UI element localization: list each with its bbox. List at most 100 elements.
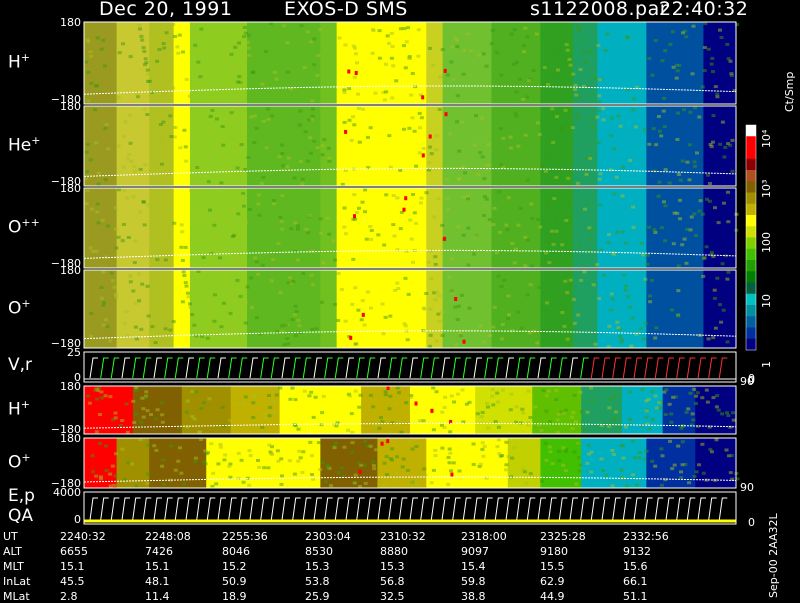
spectrogram-speckle xyxy=(609,134,614,138)
sweep-mark xyxy=(110,497,120,521)
colorbar-segment xyxy=(746,293,756,306)
spectrogram-speckle xyxy=(110,279,115,283)
spectrogram-speckle xyxy=(663,204,668,208)
spectrogram-column xyxy=(401,106,411,186)
spectrogram-speckle xyxy=(139,420,144,424)
spectrogram-column xyxy=(173,22,183,104)
spectrogram-speckle xyxy=(138,210,143,214)
spectrogram-column xyxy=(295,22,305,104)
spectrogram-column xyxy=(426,22,436,104)
spectrogram-speckle xyxy=(522,50,527,54)
spectrogram-speckle xyxy=(564,43,569,47)
spectrogram-column xyxy=(630,22,639,104)
spectrogram-speckle xyxy=(201,460,206,464)
spectrogram-speckle xyxy=(480,116,485,120)
panel-label-secondary: QA xyxy=(8,506,34,526)
panel-4 xyxy=(83,351,737,383)
spectrogram-column xyxy=(141,270,150,348)
sweep-mark xyxy=(601,357,610,379)
spectrogram-speckle xyxy=(565,337,570,341)
colorbar-unit: Ct/Smp xyxy=(783,71,796,112)
spectrogram-hotspot xyxy=(444,112,448,117)
spectrogram-speckle xyxy=(114,295,119,299)
spectrogram-speckle xyxy=(512,446,517,449)
spectrogram-speckle xyxy=(590,229,594,233)
spectrogram-speckle xyxy=(144,394,148,398)
spectrogram-column xyxy=(304,438,313,488)
spectrogram-speckle xyxy=(447,461,452,465)
spectrogram-speckle xyxy=(320,144,325,148)
spectrogram-speckle xyxy=(104,318,109,322)
spectrogram-speckle xyxy=(184,77,189,81)
spectrogram-speckle xyxy=(271,202,276,206)
spectrogram-speckle xyxy=(491,325,496,329)
spectrogram-column xyxy=(132,438,142,488)
spectrogram-column xyxy=(157,438,167,488)
spectrogram-speckle xyxy=(260,263,265,267)
sweep-mark xyxy=(185,497,194,521)
spectrogram-speckle xyxy=(718,142,723,146)
spectrogram-column xyxy=(124,106,134,186)
spectrogram-speckle xyxy=(409,394,414,398)
spectrogram-speckle xyxy=(610,484,615,488)
spectrogram-speckle xyxy=(353,342,358,346)
table-cell: 62.9 xyxy=(540,575,565,588)
spectrogram-speckle xyxy=(131,195,136,199)
y-tick-bottom: −180 xyxy=(50,257,81,270)
spectrogram-speckle xyxy=(239,458,244,462)
spectrogram-column xyxy=(670,106,680,186)
spectrogram-speckle xyxy=(267,414,272,418)
spectrogram-speckle xyxy=(541,166,546,170)
spectrogram-speckle xyxy=(190,390,195,393)
spectrogram-speckle xyxy=(187,94,192,98)
spectrogram-speckle xyxy=(440,223,445,227)
spectrogram-speckle xyxy=(388,457,393,461)
spectrogram-speckle xyxy=(318,217,323,221)
table-cell: 15.3 xyxy=(305,560,330,573)
spectrogram-speckle xyxy=(603,49,608,52)
spectrogram-column xyxy=(238,438,248,488)
spectrogram-speckle xyxy=(597,94,602,98)
pitch-trace xyxy=(83,330,737,340)
spectrogram-column xyxy=(149,438,158,488)
spectrogram-speckle xyxy=(477,53,482,57)
spectrogram-speckle xyxy=(445,197,450,201)
spectrogram-speckle xyxy=(657,401,662,405)
panel-label-sup: + xyxy=(21,451,31,464)
spectrogram-speckle xyxy=(190,316,195,320)
spectrogram-column xyxy=(597,386,607,434)
spectrogram-speckle xyxy=(382,243,387,247)
sweep-mark xyxy=(612,497,621,521)
table-row-label: MLT xyxy=(3,560,24,573)
spectrogram-column xyxy=(279,270,289,348)
spectrogram-column xyxy=(524,386,533,434)
table-cell: 56.8 xyxy=(380,575,405,588)
spectrogram-speckle xyxy=(676,289,681,293)
spectrogram-speckle xyxy=(193,327,197,331)
spectrogram-speckle xyxy=(706,337,711,341)
spectrogram-speckle xyxy=(381,90,386,94)
spectrogram-speckle xyxy=(414,221,419,225)
spectrogram-speckle xyxy=(300,177,305,181)
sweep-mark xyxy=(366,497,376,521)
spectrogram-column xyxy=(141,106,150,186)
panel-6 xyxy=(83,437,740,489)
spectrogram-speckle xyxy=(653,39,658,43)
spectrogram-speckle xyxy=(434,339,439,343)
spectrogram-speckle xyxy=(132,261,137,265)
spectrogram-speckle xyxy=(643,321,648,325)
spectrogram-column xyxy=(638,22,647,104)
spectrogram-column xyxy=(499,106,509,186)
spectrogram-speckle xyxy=(566,176,571,180)
spectrogram-speckle xyxy=(671,395,676,399)
spectrogram-speckle xyxy=(201,256,206,260)
spectrogram-speckle xyxy=(234,145,239,149)
spectrogram-speckle xyxy=(583,207,587,211)
panel-label: H+ xyxy=(8,51,30,73)
spectrogram-speckle xyxy=(380,302,385,306)
spectrogram-speckle xyxy=(168,114,173,118)
spectrogram-speckle xyxy=(624,425,628,429)
spectrogram-speckle xyxy=(227,464,232,468)
spectrogram-column xyxy=(132,106,142,186)
sweep-mark xyxy=(473,497,482,521)
